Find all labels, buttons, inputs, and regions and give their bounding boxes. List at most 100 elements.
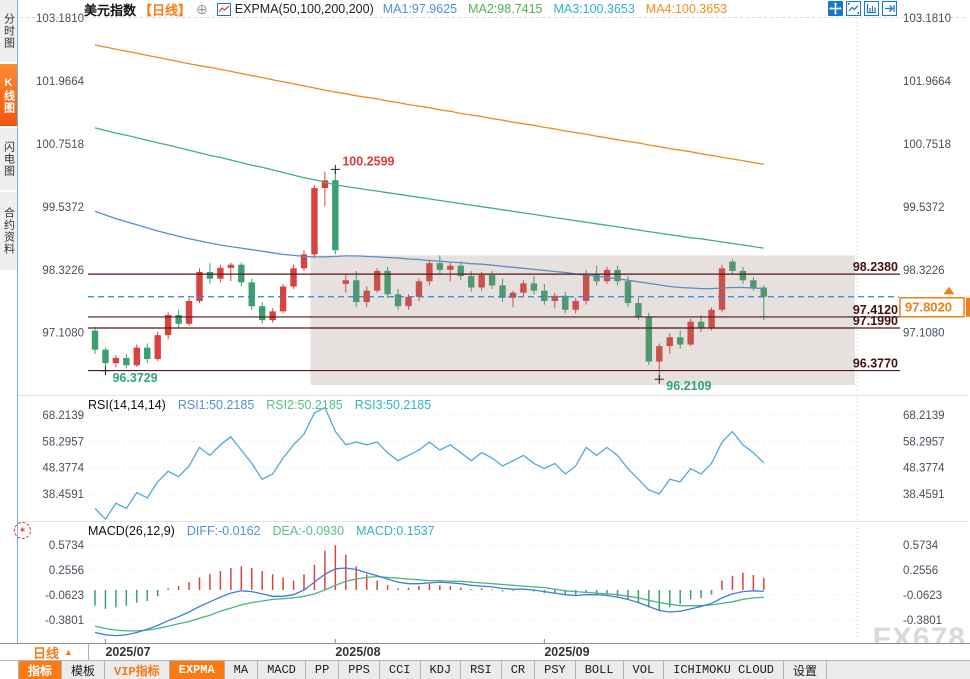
y-axis-label: -0.0623 [903,590,942,602]
indicator-chart-icon [216,2,231,16]
indicator-name[interactable]: EXPMA(50,100,200,200) [234,2,374,16]
macd-value-3: MACD:0.1537 [356,524,435,538]
y-axis-label: 48.3774 [903,463,945,475]
rsi-panel: 68.2139 68.2139 58.2957 58.2957 48.3774 48.37… [42,406,945,521]
price-level-label: 96.3770 [853,357,898,371]
macd-panel: 0.5734 0.5734 0.2556 0.2556 -0.0623 -0.0623 -0… [45,540,942,637]
y-axis-label: 98.3226 [42,265,84,277]
ma-value-3: MA3:100.3653 [553,2,635,16]
y-axis-label: 68.2139 [42,410,84,422]
y-axis-label: 101.9664 [903,76,952,88]
y-axis-label: 0.2556 [903,565,938,577]
price-up-arrow-icon [943,286,955,295]
axis-chart-icon[interactable] [864,1,879,16]
sidebar-item-3[interactable]: 闪电图 [0,128,17,192]
indicator-tab-1[interactable]: 指标 [19,661,63,679]
rsi-header: RSI(14,14,14) RSI1:50.2185 RSI2:50.2185 RS… [88,398,431,412]
time-axis: 日线 ▲ 2025/07 2025/08 2025/09 [0,643,970,661]
period-label: 日线 [33,645,60,661]
chevron-up-icon: ▲ [64,647,73,657]
y-axis-label: 100.7518 [903,139,951,151]
symbol-name: 美元指数 [84,2,137,18]
macd-header: MACD(26,12,9) DIFF:-0.0162 DEA:-0.0930 MAC… [88,524,435,538]
indicator-tab-9[interactable]: CCI [380,661,421,679]
y-axis-label: 0.5734 [903,540,939,552]
add-compare-icon[interactable]: ⊕ [196,0,208,17]
rsi-value-3: RSI3:50.2185 [354,398,432,412]
indicator-tab-7[interactable]: PP [306,661,340,679]
current-price-label: 97.8020 [905,300,952,315]
ma-value-1: MA1:97.9625 [382,2,458,16]
y-axis-label: 99.5372 [903,202,945,214]
indicator-tab-2[interactable]: 模板 [62,661,106,679]
highlight-zone [310,255,855,385]
sidebar-item-2[interactable]: K线图 [0,64,17,128]
y-axis-label: 38.4591 [903,489,945,501]
price-axis-labels: 103.1810 103.1810 101.9664 101.9664 100.7518… [36,13,952,340]
indicator-tab-10[interactable]: KDJ [421,661,462,679]
chart-toolbar [828,1,897,16]
macd-values: DIFF:-0.0162 DEA:-0.0930 MACD:0.1537 [187,524,435,538]
y-axis-label: 0.2556 [49,565,84,577]
macd-value-2: DEA:-0.0930 [272,524,345,538]
y-axis-label: 0.5734 [49,540,85,552]
y-axis-label: 101.9664 [36,76,85,88]
y-axis-label: 38.4591 [42,489,84,501]
indicator-tabbar: 指标 模板 VIP指标 EXPMA MA MACD PP PPS CCI KDJ RSI CR PSY B… [0,661,970,679]
x-axis-label: 2025/08 [335,645,381,659]
extreme-price-label: 96.2109 [666,379,711,393]
indicator-tab-14[interactable]: BOLL [576,661,624,679]
y-axis-label: 97.1080 [42,328,84,340]
y-axis-label: -0.0623 [45,590,84,602]
period-tag[interactable]: 【日线】 [139,2,192,18]
hot-marker-icon[interactable]: ✶ [14,522,31,539]
y-axis-label: 103.1810 [36,13,84,25]
y-axis-label: 48.3774 [42,463,84,475]
price-level-label: 98.2380 [853,260,898,274]
price-annotations: 100.2599 96.3729 96.2109 [100,154,712,393]
rsi-title: RSI(14,14,14) [88,398,166,412]
indicator-tab-5[interactable]: MA [225,661,259,679]
x-axis-label: 2025/07 [105,645,151,659]
tabbar-spacer [0,661,19,679]
sidebar-item-4[interactable]: 合约资料 [0,192,17,272]
indicator-tab-6[interactable]: MACD [258,661,306,679]
y-axis-label: 58.2957 [42,436,84,448]
ma-value-4: MA4:100.3653 [645,2,728,16]
indicator-tab-3[interactable]: VIP指标 [105,661,170,679]
period-select-button[interactable]: 日线 ▲ [18,644,89,661]
rsi-value-2: RSI2:50.2185 [266,398,343,412]
extreme-price-label: 100.2599 [342,154,394,168]
y-axis-label: 103.1810 [903,13,951,25]
x-axis-ticks [104,639,545,643]
indicator-tab-15[interactable]: VOL [624,661,665,679]
indicator-tab-4[interactable]: EXPMA [169,661,225,679]
indicator-tab-16[interactable]: ICHIMOKU CLOUD [664,661,784,679]
y-axis-label: 99.5372 [42,202,84,214]
chart-header: 美元指数 【日线】 ⊕ EXPMA(50,100,200,200) MA1:97.9… [84,0,727,18]
indicator-tab-13[interactable]: PSY [535,661,576,679]
candles-layer [91,169,767,380]
sidebar-item-1[interactable]: 分时图 [0,0,17,64]
ma-value-2: MA2:98.7415 [468,2,543,16]
rsi-values: RSI1:50.2185 RSI2:50.2185 RSI3:50.2185 [178,398,431,412]
extreme-price-label: 96.3729 [112,371,157,385]
y-axis-label: 68.2139 [903,410,945,422]
forward-icon[interactable] [882,1,897,16]
ma-values: MA1:97.9625 MA2:98.7415 MA3:100.3653 MA4:10… [383,2,727,16]
x-axis-label: 2025/09 [544,645,590,659]
pan-icon[interactable] [828,1,843,16]
y-axis-label: 100.7518 [36,139,84,151]
frame-chart-icon[interactable] [846,1,861,16]
macd-value-1: DIFF:-0.0162 [186,524,261,538]
indicator-tab-17[interactable]: 设置 [784,661,827,679]
indicator-tab-8[interactable]: PPS [339,661,380,679]
y-axis-label: -0.3801 [45,615,84,627]
chart-type-sidebar: 分时图 K线图 闪电图 合约资料 [0,0,18,679]
indicator-tab-12[interactable]: CR [502,661,536,679]
macd-title: MACD(26,12,9) [88,524,175,538]
indicator-tab-11[interactable]: RSI [461,661,502,679]
